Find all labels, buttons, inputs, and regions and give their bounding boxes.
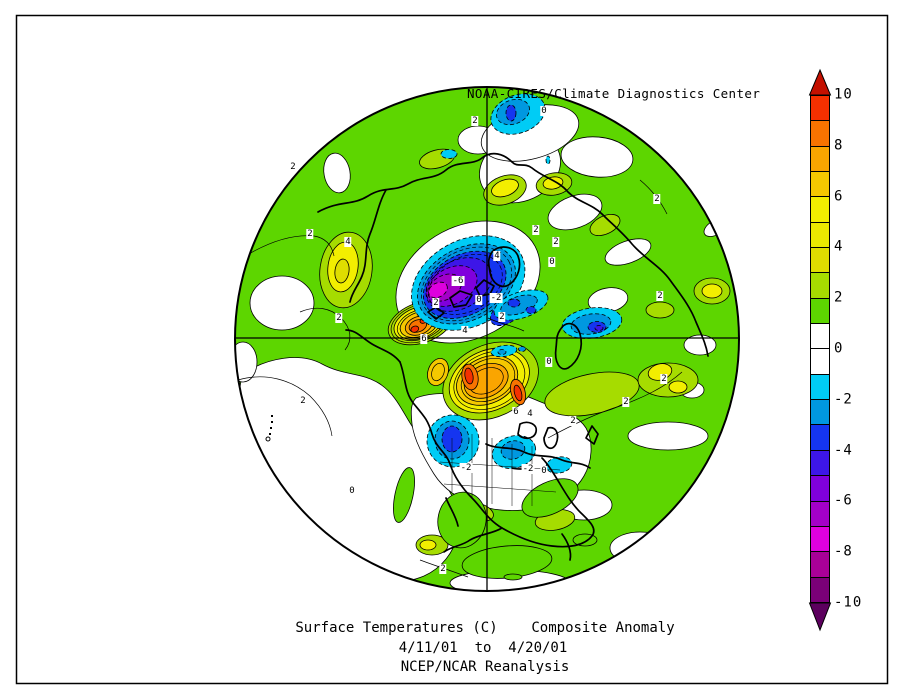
contour-label: 2 — [622, 397, 630, 407]
cold-blob-top — [490, 93, 546, 135]
cold-blobs-usa — [426, 414, 573, 474]
colorbar-segment — [811, 552, 829, 578]
colorbar-segment — [811, 248, 829, 274]
contour-label: 6 — [420, 334, 428, 344]
credit-text: NOAA-CIRES/Climate Diagnostics Center — [467, 86, 761, 101]
green-overlay-regions — [393, 467, 598, 581]
coastlines — [317, 152, 709, 561]
contour-label: 4 — [493, 251, 501, 261]
contour-label: 2 — [306, 229, 314, 239]
yellow-anomaly-regions — [327, 176, 723, 551]
colorbar-segment — [811, 425, 829, 451]
colorbar-tick-label: 2 — [834, 289, 844, 306]
colorbar-arrow-up — [808, 68, 832, 96]
colorbar-segment — [811, 273, 829, 299]
contour-label: 2 — [569, 416, 577, 426]
contour-label: 2 — [335, 313, 343, 323]
colorbar-tick-label: 4 — [834, 239, 844, 256]
map-boundary-circle — [234, 86, 740, 592]
colorbar-tick-labels: 10 8 6 4 2 0 -2 -4 -6 -8 -10 — [834, 0, 884, 699]
colorbar-segment — [811, 96, 829, 122]
contour-label: 2 — [289, 162, 297, 172]
colorbar-segment — [811, 298, 829, 325]
contour-label: -2 — [489, 293, 503, 303]
colorbar-segment — [811, 146, 829, 173]
contour-label: 0 — [545, 357, 553, 367]
colorbar-segment — [811, 324, 829, 350]
contour-label: 2 — [439, 564, 447, 574]
contour-label: 2 — [552, 237, 560, 247]
contour-label: 2 — [653, 194, 661, 204]
colorbar-tick-label: 6 — [834, 188, 844, 205]
island-dots — [265, 415, 273, 442]
colorbar-segment — [811, 121, 829, 147]
contour-label: -2 — [521, 464, 535, 474]
chartreuse-anomaly-regions — [319, 148, 731, 556]
colorbar-tick-label: 10 — [834, 86, 853, 103]
contour-label: 6 — [512, 407, 520, 417]
contour-label: 2 — [532, 225, 540, 235]
colorbar-tick-label: -6 — [834, 493, 853, 510]
colorbar-tick-label: -10 — [834, 594, 863, 611]
contour-label: 4 — [461, 326, 469, 336]
plot-frame-border — [15, 14, 889, 685]
colorbar-segment — [811, 374, 829, 401]
colorbar-tick-label: 0 — [834, 340, 844, 357]
colorbar-segment — [811, 501, 829, 527]
colorbar-segment — [811, 349, 829, 375]
contour-label: 2 — [299, 396, 307, 406]
contour-label: 2 — [498, 312, 506, 322]
colorbar-tick-label: -4 — [834, 442, 853, 459]
cold-strip-east — [493, 289, 623, 339]
contour-label: 2 — [660, 374, 668, 384]
contour-label: -2 — [459, 463, 473, 473]
colorbar-segment — [811, 577, 829, 602]
colorbar-tick-label: -8 — [834, 543, 853, 560]
date-range: 4/11/01 to 4/20/01 — [398, 640, 568, 656]
small-cold-specks — [440, 149, 551, 358]
contour-label: 0 — [348, 486, 356, 496]
contour-label: 0 — [540, 466, 548, 476]
colorbar-segment — [811, 476, 829, 502]
contour-label: 0 — [540, 106, 548, 116]
warm-center-south — [427, 341, 539, 421]
contour-label: 4 — [344, 237, 352, 247]
colorbar-arrow-down — [808, 602, 832, 632]
contour-label: 4 — [526, 409, 534, 419]
colorbar-segment — [811, 172, 829, 198]
plot-title: Surface Temperatures (C) Composite Anoma… — [295, 620, 675, 636]
data-source: NCEP/NCAR Reanalysis — [400, 659, 570, 675]
contour-label: 2 — [471, 116, 479, 126]
colorbar-segment — [811, 526, 829, 553]
contour-label: 2 — [656, 291, 664, 301]
contour-label: 2 — [432, 298, 440, 308]
colorbar-track — [810, 95, 830, 603]
colorbar-segment — [811, 400, 829, 426]
colorbar-segment — [811, 197, 829, 223]
contour-label: 0 — [475, 295, 483, 305]
contour-fill-field — [235, 87, 739, 591]
colorbar-segment — [811, 222, 829, 249]
contour-label: -6 — [451, 276, 465, 286]
contour-label: 0 — [548, 257, 556, 267]
colorbar-segment — [811, 450, 829, 477]
colorbar-tick-label: 8 — [834, 137, 844, 154]
colorbar-tick-label: -2 — [834, 391, 853, 408]
